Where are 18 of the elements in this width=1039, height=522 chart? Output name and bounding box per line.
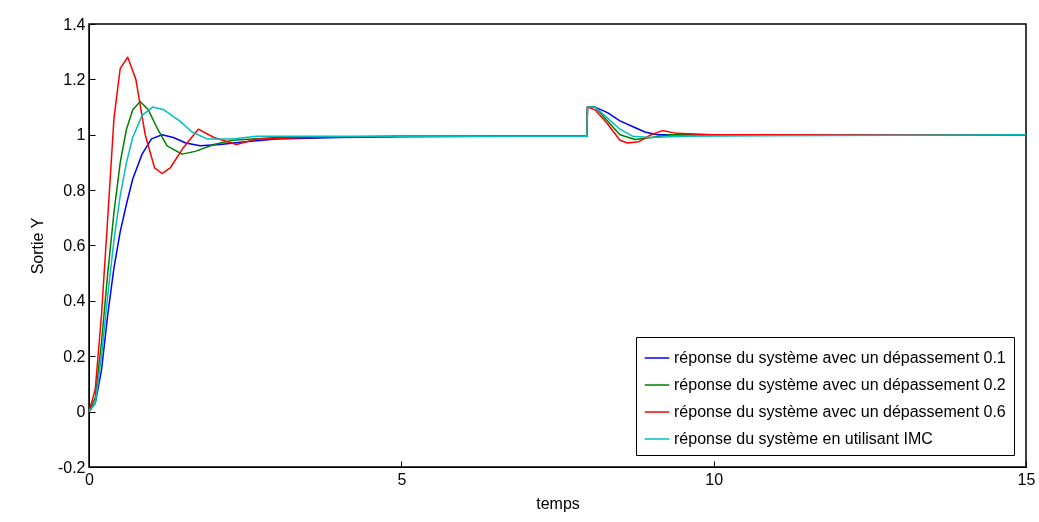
y-axis-title: Sortie Y xyxy=(28,217,46,275)
y-tick-label: -0.2 xyxy=(57,458,86,476)
y-tick-label: 0 xyxy=(76,403,86,421)
y-tick-label: 0.4 xyxy=(63,292,86,310)
legend-label: réponse du système avec un dépassement 0.6 xyxy=(674,403,1006,420)
x-tick-label: 10 xyxy=(705,470,724,488)
y-tick-label: 0.6 xyxy=(63,237,86,254)
y-tick-label: 0.2 xyxy=(63,347,86,365)
x-tick-label: 15 xyxy=(1017,470,1036,488)
y-tick-label: 0.8 xyxy=(63,181,86,199)
x-axis-title: temps xyxy=(536,494,580,512)
y-tick-label: 1.4 xyxy=(63,15,86,33)
legend-label: réponse du système en utilisant IMC xyxy=(674,430,933,447)
x-tick-label: 5 xyxy=(397,470,407,488)
legend-label: réponse du système avec un dépassement 0.1 xyxy=(674,349,1006,366)
y-tick-label: 1 xyxy=(76,126,86,144)
legend-label: réponse du système avec un dépassement 0.2 xyxy=(674,376,1006,393)
y-tick-label: 1.2 xyxy=(63,70,86,88)
